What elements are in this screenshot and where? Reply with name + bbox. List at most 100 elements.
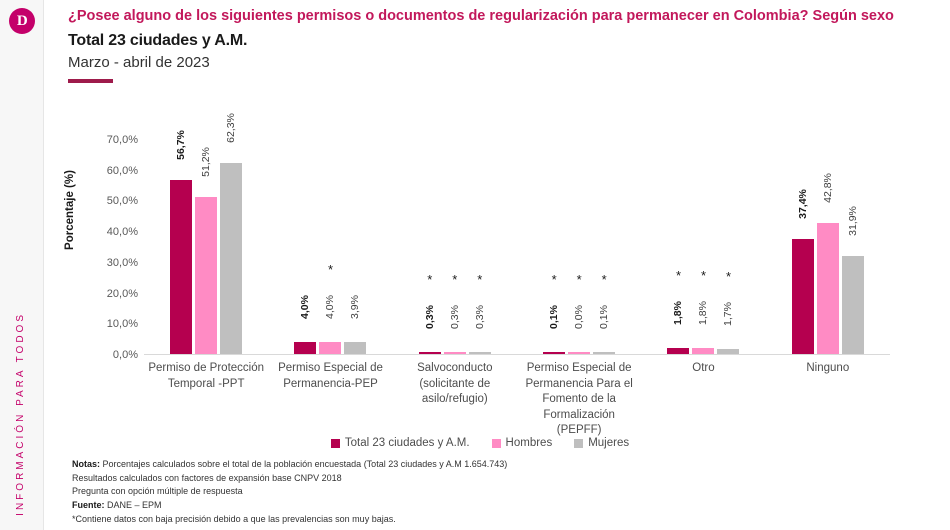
y-axis-tick-label: 10,0% [106,318,138,331]
notes-line-4: Fuente: DANE – EPM [72,499,672,513]
bar-slot: 42,8% [816,139,839,354]
bar[interactable] [195,196,218,354]
notes-line-5: *Contiene datos con baja precisión debid… [72,513,396,524]
bar-slot: 62,3% [220,113,243,354]
bar-slot: 1,8% * [692,139,715,354]
bar-group-bars: 37,4% 42,8% 31,9% [766,139,890,354]
low-precision-asterisk-icon: * [675,268,681,284]
bar-value-label: 3,9% [349,295,362,319]
bar-slot: 4,0% * [319,139,342,354]
bar[interactable] [543,352,566,354]
bar[interactable] [791,239,814,354]
low-precision-asterisk-icon: * [725,268,731,284]
bar-value-label: 37,4% [796,189,809,220]
bar-slot: 0,3% * [443,139,466,354]
chart-period: Marzo - abril de 2023 [68,54,210,71]
bar-slot: 37,4% [791,139,814,354]
bar[interactable] [568,352,591,354]
bar[interactable] [294,341,317,354]
bar-value-label: 62,3% [225,112,238,143]
y-axis-tick-label: 40,0% [106,226,138,239]
x-axis-category-label: Salvoconducto (solicitante de asilo/refu… [417,362,493,406]
low-precision-asterisk-icon: * [601,272,607,287]
bar[interactable] [593,352,616,354]
bar-group: 1,8% * 1,8% * 1,7% * [641,139,765,354]
bar-slot: 0,1% * [543,139,566,354]
dane-logo-glyph: D [16,12,28,29]
bar-value-label: 0,0% [573,305,586,329]
bar-group-bars: 0,3% * 0,3% * 0,3% * [393,139,517,354]
y-axis-title: Porcentaje (%) [64,170,76,250]
x-axis-category-label: Ninguno [806,362,850,374]
page-title: ¿Posee alguno de los siguientes permisos… [68,8,894,24]
bar-slot: 3,9% [344,139,367,354]
bar[interactable] [319,341,342,354]
bar-slot: 1,8% * [667,139,690,354]
bar[interactable] [344,342,367,354]
low-precision-asterisk-icon: * [700,268,706,284]
legend-swatch-icon [330,438,340,448]
bar-slot: 56,7% [170,130,193,354]
low-precision-asterisk-icon: * [576,272,582,287]
bar[interactable] [816,222,839,354]
bar[interactable] [170,179,193,354]
bar[interactable] [468,352,491,354]
bar-slot: 0,3% * [418,139,441,354]
bar-group-bars: 1,8% * 1,8% * 1,7% * [641,139,765,354]
bar-slot: 0,0% * [568,139,591,354]
bar[interactable] [717,348,740,354]
bar-value-label: 31,9% [846,206,859,236]
notes-line-2: Resultados calculados con factores de ex… [72,472,342,483]
bar-slot: 31,9% [841,139,864,354]
bar-value-label: 51,2% [200,146,213,177]
x-axis-category-label: Permiso Especial de Permanencia Para el … [525,362,633,437]
bar-group: 4,0% 4,0% * 3,9% [268,139,392,354]
chart-subtitle: Total 23 ciudades y A.M. [68,32,248,49]
bar-value-label: 1,8% [697,301,710,326]
sidebar: D INFORMACIÓN PARA TODOS [0,0,44,530]
y-axis-tick-label: 50,0% [106,195,138,208]
low-precision-asterisk-icon: * [452,272,458,287]
legend-swatch-icon [574,438,584,448]
legend-label: Mujeres [588,437,630,449]
bar-value-label: 56,7% [175,129,188,160]
notes-label-fuente: Fuente: [72,500,105,511]
bar-group: 0,1% * 0,0% * 0,1% * [517,139,641,354]
legend-item[interactable]: Mujeres [574,437,629,449]
bar-value-label: 0,3% [448,305,461,329]
x-axis-category-label: Otro [692,362,715,374]
x-axis-labels: Permiso de Protección Temporal -PPT Permi… [144,361,890,439]
y-axis-tick-label: 70,0% [106,134,138,146]
bar-value-label: 0,3% [473,305,486,329]
legend-item[interactable]: Hombres [491,437,552,449]
bar-value-label: 0,3% [423,305,436,329]
bar-group: 37,4% 42,8% 31,9% [766,139,890,354]
bar-slot: 0,3% * [468,139,491,354]
legend-label: Total 23 ciudades y A.M. [344,437,470,449]
bar-slot: 51,2% [195,139,218,354]
bar-value-label: 4,0% [324,294,337,319]
chart-legend: Total 23 ciudades y A.M. Hombres Mujeres [70,437,890,449]
legend-swatch-icon [491,438,501,448]
bar-value-label: 0,1% [548,305,561,329]
bar[interactable] [418,352,441,354]
bar-slot: 4,0% [294,139,317,354]
bar[interactable] [220,162,243,354]
sidebar-tagline: INFORMACIÓN PARA TODOS [15,312,26,516]
x-axis-category-label: Permiso de Protección Temporal -PPT [148,362,265,390]
bar-value-label: 4,0% [299,294,312,319]
bar[interactable] [443,352,466,354]
bar[interactable] [841,256,864,354]
notes-text-1: Porcentajes calculados sobre el total de… [100,459,508,469]
y-axis-ticks: 0,0% 10,0% 20,0% 30,0% 40,0% 50,0% 60,0% 70,0% [86,134,138,361]
x-axis-category-label: Permiso Especial de Permanencia-PEP [278,362,383,390]
bar-group-bars: 56,7% 51,2% 62,3% [144,113,268,354]
legend-item[interactable]: Total 23 ciudades y A.M. [330,437,470,449]
bar[interactable] [667,348,690,354]
notes-text-4: DANE – EPM [104,500,162,511]
y-axis-tick-label: 0,0% [112,349,138,361]
notes-line-1: Notas: Porcentajes calculados sobre el t… [72,458,672,472]
bar-slot: 1,7% * [717,139,740,354]
bar[interactable] [692,348,715,354]
bar-group: 56,7% 51,2% 62,3% [144,113,268,354]
